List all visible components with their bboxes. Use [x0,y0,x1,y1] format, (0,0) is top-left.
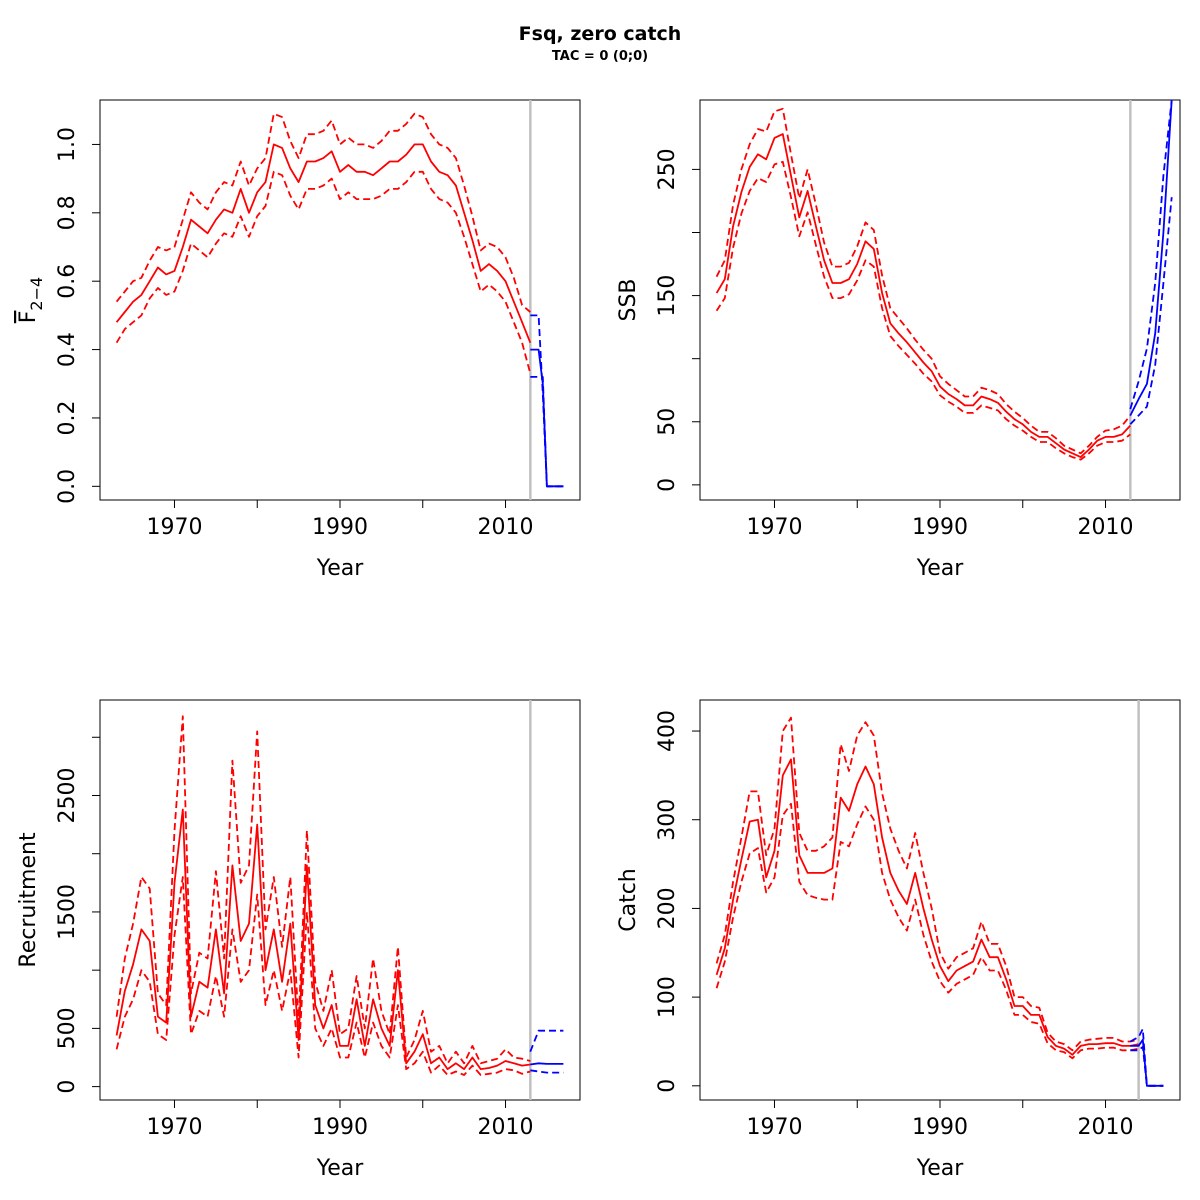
x-tick-label: 2010 [1078,1115,1134,1140]
estimate-ci-line [715,160,1131,461]
forecast-ci-line [530,1069,564,1074]
x-tick-label: 2010 [1078,515,1134,540]
forecast-ci-line [530,314,564,488]
page-subtitle: TAC = 0 (0;0) [552,49,648,64]
x-tick-label: 1970 [146,1115,202,1140]
forecast-ci-line [529,1029,564,1053]
y-tick-label: 400 [655,710,680,752]
y-tick-label: 0 [655,478,680,492]
y-axis-label: Recruitment [16,832,41,968]
x-tick-label: 1970 [746,1115,802,1140]
y-tick-label: 2500 [55,767,80,823]
estimate-line [715,133,1131,459]
x-tick-label: 1990 [912,515,968,540]
y-tick-label: 0.6 [55,264,80,299]
panel-ssb: 1970 1990 2010 0 50 150 250 Year SSB [616,99,1181,581]
estimate-ci-line [715,107,1131,455]
x-tick-label: 1970 [746,515,802,540]
forecast-line [1129,99,1173,416]
forecast-ci-line [1129,197,1173,425]
estimate-line [715,758,1139,1056]
forecast-ci-line [1129,1028,1164,1087]
x-axis-label: Year [916,1156,965,1181]
estimate-ci-line [115,170,532,374]
y-axis-label: Catch [616,868,641,932]
forecast-line [1130,1038,1164,1087]
forecast-ci-line [530,375,564,488]
x-tick-label: 1970 [146,515,202,540]
plot-frame [99,99,581,501]
estimate-ci-line [115,715,531,1065]
y-tick-label: 150 [655,275,680,317]
forecast-ci-line [1129,99,1173,410]
y-tick-label: 50 [655,408,680,436]
y-tick-label: 0.4 [55,332,80,367]
x-tick-label: 1990 [312,515,368,540]
plot-frame [699,99,1181,501]
y-tick-label: 0.0 [55,469,80,504]
y-tick-label: 1.0 [55,127,80,162]
x-tick-label: 2010 [478,1115,534,1140]
x-tick-label: 2010 [478,515,534,540]
x-axis-label: Year [316,1156,365,1181]
estimate-line [115,143,532,344]
y-tick-label: 100 [655,976,680,1018]
y-tick-label: 300 [655,799,680,841]
x-axis-label: Year [916,556,965,581]
y-tick-label: 0 [655,1079,680,1093]
y-tick-label: 0.8 [55,195,80,230]
y-tick-label: 500 [55,1007,80,1049]
page-title: Fsq, zero catch [519,23,682,45]
y-tick-label: 0.2 [55,400,80,435]
y-tick-label: 200 [655,887,680,929]
x-tick-label: 1990 [312,1115,368,1140]
estimate-ci-line [115,112,531,313]
x-axis-label: Year [316,556,365,581]
estimate-line [115,808,531,1070]
estimate-ci-line [715,716,1139,1052]
estimate-ci-line [715,802,1139,1060]
x-tick-label: 1990 [912,1115,968,1140]
panel-fbar: 1970 1990 2010 0.0 0.2 0.4 0.6 0.8 1.0 Year F2−4 [16,99,581,581]
forecast-ci-line [1130,1045,1164,1087]
panel-catch: 1970 1990 2010 0 100 200 300 400 Year Catch [616,699,1181,1181]
panel-rec: 1970 1990 2010 0 500 1500 2500 Year Recruitment [16,699,581,1181]
y-tick-label: 250 [655,148,680,190]
y-axis-label: F2−4 [16,277,46,323]
y-axis-label: SSB [616,278,641,321]
plot-frame [699,699,1181,1101]
y-tick-label: 0 [55,1080,80,1094]
forecast-line [530,1062,564,1066]
y-tick-label: 1500 [55,884,80,940]
estimate-ci-line [115,876,531,1076]
